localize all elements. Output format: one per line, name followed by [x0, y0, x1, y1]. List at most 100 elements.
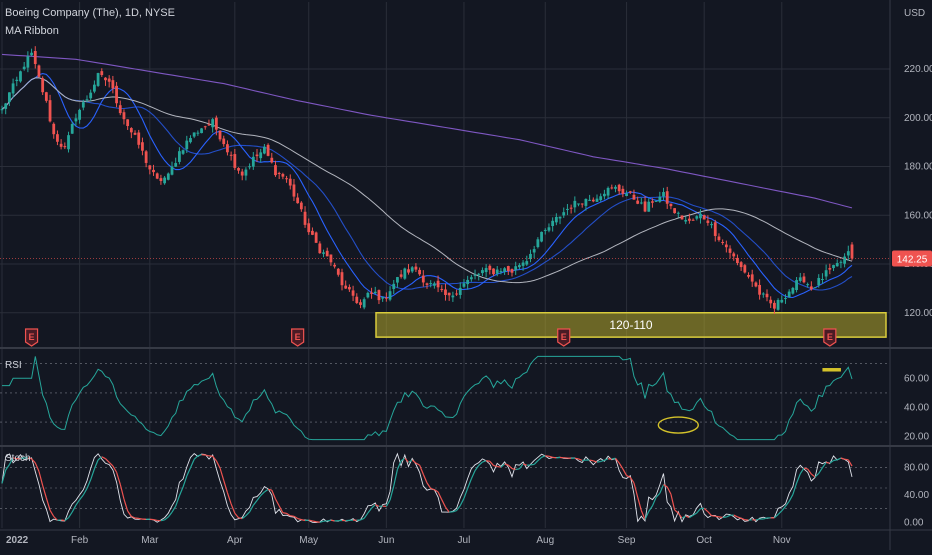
- candle-body: [477, 274, 480, 275]
- time-tick-label: Sep: [618, 535, 636, 546]
- candle-body: [518, 265, 521, 267]
- candle-body: [403, 268, 406, 278]
- candle-body: [366, 293, 369, 297]
- candle-body: [621, 189, 624, 194]
- candle-body: [245, 170, 248, 176]
- candle-body: [488, 266, 491, 270]
- candle-body: [718, 237, 721, 241]
- candle-body: [322, 252, 325, 254]
- candle-body: [355, 297, 358, 303]
- candle-body: [533, 249, 536, 252]
- candle-body: [152, 170, 155, 172]
- stoch-d-segment: [316, 522, 320, 523]
- candle-body: [743, 265, 746, 272]
- candle-body: [836, 263, 839, 266]
- candle-body: [500, 271, 503, 272]
- candle-body: [15, 80, 18, 81]
- candle-body: [1, 109, 4, 110]
- candle-body: [810, 286, 813, 289]
- candle-body: [130, 128, 133, 132]
- candle-body: [426, 283, 429, 285]
- candle-body: [252, 157, 255, 167]
- candle-body: [644, 201, 647, 211]
- price-tick-label: 200.00: [904, 113, 932, 124]
- candle-body: [100, 71, 103, 75]
- candle: [673, 208, 676, 214]
- candle-body: [570, 208, 573, 209]
- candle-body: [171, 167, 174, 175]
- candle-body: [511, 269, 514, 273]
- candle-body: [119, 105, 122, 113]
- candle-body: [378, 290, 381, 300]
- candle-body: [507, 266, 510, 271]
- candle-body: [766, 294, 769, 297]
- time-tick-label: Oct: [696, 535, 712, 546]
- rsi-title[interactable]: RSI: [5, 360, 22, 371]
- stoch-tick-label: 40.00: [904, 490, 929, 501]
- stoch-title[interactable]: Stoch: [5, 453, 31, 464]
- candle: [156, 173, 159, 180]
- stoch-d-segment: [139, 518, 143, 519]
- candle: [403, 268, 406, 280]
- candle-body: [241, 172, 244, 176]
- candle-body: [585, 199, 588, 206]
- candle-body: [75, 118, 78, 121]
- stoch-d-segment: [845, 459, 849, 460]
- stoch-d-segment: [283, 513, 287, 514]
- candle: [814, 287, 817, 288]
- candle-body: [97, 73, 100, 86]
- candle-body: [148, 165, 151, 169]
- candle-body: [437, 281, 440, 288]
- candle-body: [455, 294, 458, 295]
- candle-body: [514, 266, 517, 270]
- candle-body: [300, 203, 303, 210]
- candle-body: [688, 219, 691, 221]
- candle: [703, 215, 706, 220]
- time-tick-label: May: [299, 535, 318, 546]
- candle-body: [315, 232, 318, 242]
- candle-body: [751, 274, 754, 281]
- candle-body: [174, 163, 177, 167]
- candle-body: [729, 249, 732, 253]
- candle-body: [451, 296, 454, 298]
- candle-body: [814, 287, 817, 288]
- candle: [200, 128, 203, 133]
- time-tick-label: 2022: [6, 535, 29, 546]
- candle-body: [352, 290, 355, 295]
- candle-body: [758, 285, 761, 295]
- rsi-tick-label: 40.00: [904, 402, 929, 413]
- stoch-d-segment: [61, 520, 65, 521]
- candle-body: [732, 253, 735, 256]
- candle: [19, 71, 22, 83]
- candle-body: [803, 276, 806, 282]
- time-tick-label: Feb: [71, 535, 89, 546]
- candle-body: [825, 270, 828, 276]
- candle-body: [640, 202, 643, 203]
- earnings-marker: E: [824, 329, 836, 346]
- candle: [315, 232, 318, 243]
- symbol-title[interactable]: Boeing Company (The), 1D, NYSE: [5, 7, 175, 19]
- candle-body: [307, 223, 310, 232]
- candle-body: [141, 142, 144, 150]
- candle-body: [233, 154, 236, 168]
- candle-body: [433, 283, 436, 285]
- candle-body: [692, 220, 695, 221]
- candle-body: [63, 146, 66, 147]
- candle-body: [270, 158, 273, 163]
- candle-body: [71, 124, 74, 134]
- candle-body: [788, 292, 791, 298]
- candle-body: [695, 216, 698, 218]
- candle-body: [784, 298, 787, 299]
- candle-body: [392, 284, 395, 289]
- candle-body: [843, 257, 846, 264]
- earnings-marker: E: [26, 329, 38, 346]
- candle-body: [684, 220, 687, 222]
- candle-body: [293, 184, 296, 196]
- candle-body: [108, 79, 111, 82]
- candle: [41, 76, 44, 95]
- indicator-title[interactable]: MA Ribbon: [5, 25, 59, 37]
- candle-body: [448, 293, 451, 296]
- candle-body: [78, 110, 81, 120]
